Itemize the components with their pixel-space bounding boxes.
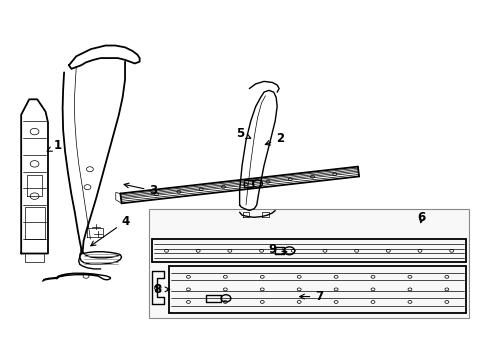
Text: 7: 7 bbox=[299, 290, 323, 303]
Text: 2: 2 bbox=[265, 132, 284, 145]
Text: 8: 8 bbox=[153, 283, 169, 296]
Text: 4: 4 bbox=[91, 215, 130, 246]
Text: 1: 1 bbox=[47, 139, 61, 152]
Text: 9: 9 bbox=[267, 243, 286, 256]
Text: 3: 3 bbox=[124, 183, 157, 197]
Text: 5: 5 bbox=[236, 127, 250, 140]
Bar bbox=[149, 209, 468, 318]
Text: 6: 6 bbox=[417, 211, 425, 224]
